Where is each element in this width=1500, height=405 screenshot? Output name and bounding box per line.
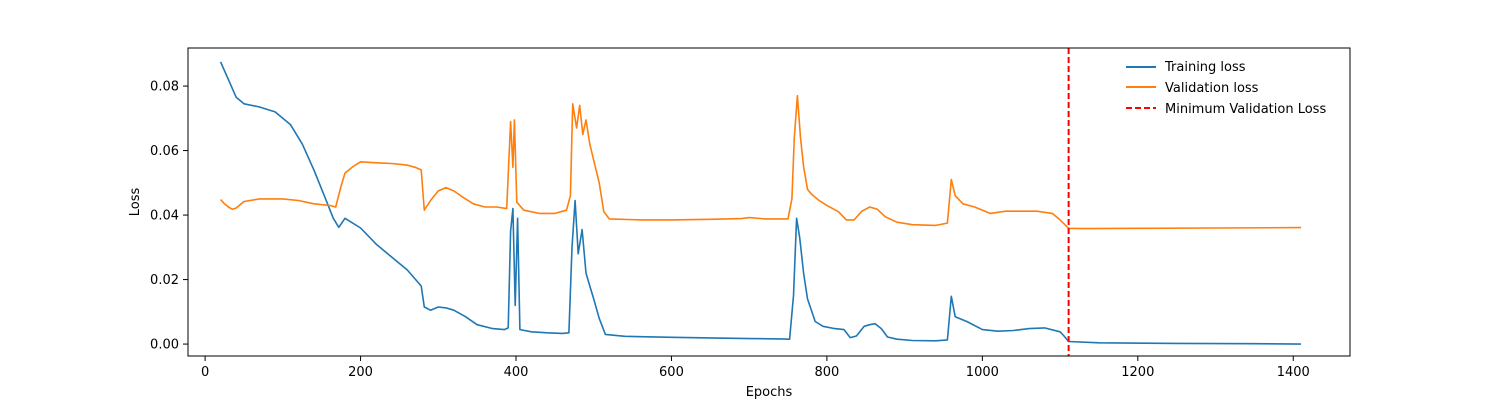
x-tick-label: 200 — [348, 365, 373, 380]
legend: Training loss Validation loss Minimum Va… — [1126, 60, 1326, 117]
series-line-validation — [220, 94, 1302, 230]
plot-background — [188, 48, 1350, 356]
y-tick-label: 0.00 — [150, 338, 179, 353]
x-tick-label: 0 — [201, 365, 209, 380]
y-tick-label: 0.02 — [150, 273, 179, 288]
y-axis-ticks: 0.00 0.02 0.04 0.06 0.08 — [150, 80, 188, 353]
y-tick-label: 0.04 — [150, 209, 179, 224]
x-axis-label: Epochs — [746, 385, 793, 400]
x-tick-label: 1000 — [966, 365, 999, 380]
y-axis-label: Loss — [128, 188, 143, 217]
x-tick-label: 400 — [504, 365, 529, 380]
x-tick-label: 600 — [659, 365, 684, 380]
x-tick-label: 1200 — [1121, 365, 1154, 380]
plot-frame — [187, 47, 1351, 357]
x-axis-ticks: 0 200 400 600 800 1000 1200 1400 — [201, 356, 1310, 380]
series-line-training — [219, 61, 1302, 345]
x-tick-label: 1400 — [1277, 365, 1310, 380]
legend-label-minimum: Minimum Validation Loss — [1165, 102, 1326, 117]
legend-label-validation: Validation loss — [1165, 81, 1259, 96]
series-layer — [219, 61, 1302, 345]
legend-label-training: Training loss — [1164, 60, 1246, 75]
y-tick-label: 0.08 — [150, 80, 179, 95]
y-tick-label: 0.06 — [150, 144, 179, 159]
x-tick-label: 800 — [814, 365, 839, 380]
